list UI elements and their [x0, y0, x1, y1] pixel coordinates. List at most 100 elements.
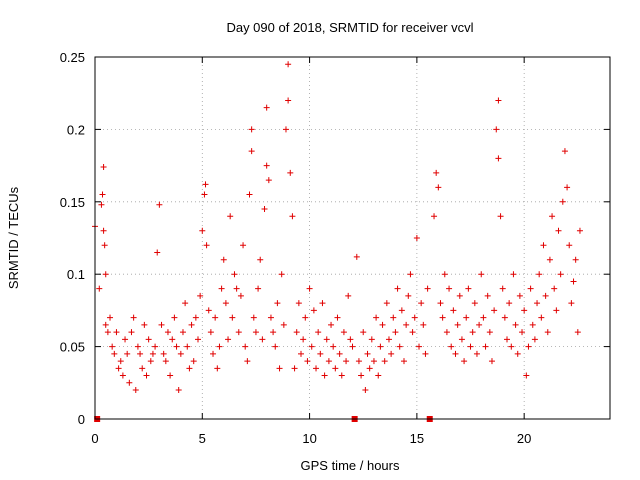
data-point — [182, 300, 189, 307]
data-point — [398, 307, 405, 314]
data-point — [514, 350, 521, 357]
data-point — [261, 206, 268, 213]
data-point — [298, 350, 304, 357]
data-point — [216, 343, 223, 350]
data-point — [486, 329, 493, 336]
data-point — [544, 329, 551, 336]
data-point — [340, 329, 347, 336]
data-point — [202, 181, 209, 188]
data-point — [576, 227, 583, 234]
data-point — [96, 285, 103, 292]
data-point — [229, 314, 236, 321]
data-point — [491, 307, 498, 314]
x-tick-labels: 0 5 10 15 20 — [91, 431, 531, 446]
data-point — [119, 372, 126, 379]
data-point — [132, 387, 139, 394]
data-point — [443, 329, 450, 336]
data-point — [411, 314, 418, 321]
data-point — [107, 314, 114, 321]
y-tick-labels: 0 0.05 0.1 0.15 0.2 0.25 — [60, 50, 85, 427]
data-point — [167, 372, 174, 379]
data-point — [100, 164, 107, 171]
data-point — [302, 314, 309, 321]
data-point — [287, 169, 294, 176]
data-point — [143, 372, 150, 379]
data-point — [184, 343, 191, 350]
data-point — [304, 358, 311, 365]
data-point — [195, 336, 201, 343]
y-tick-label: 0 — [78, 412, 85, 427]
data-point — [370, 358, 377, 365]
data-point — [252, 329, 259, 336]
data-point — [407, 271, 414, 278]
data-point — [175, 387, 182, 394]
data-point — [473, 350, 480, 357]
data-point — [418, 300, 425, 307]
data-point — [508, 343, 515, 350]
data-point — [317, 350, 324, 357]
data-point — [99, 191, 106, 198]
data-point — [162, 358, 169, 365]
data-point — [250, 314, 257, 321]
y-tick-label: 0.05 — [60, 340, 85, 355]
data-point — [559, 198, 566, 205]
data-point — [446, 285, 453, 292]
data-point — [561, 148, 568, 155]
data-point — [401, 358, 407, 365]
data-point — [405, 292, 412, 299]
data-point — [104, 329, 111, 336]
data-point — [102, 271, 109, 278]
data-point — [467, 343, 474, 350]
data-point — [379, 321, 386, 328]
data-point — [463, 314, 470, 321]
data-point — [396, 343, 403, 350]
x-tick-label: 20 — [517, 431, 531, 446]
data-point — [413, 235, 420, 241]
data-point — [510, 271, 517, 278]
data-point — [306, 285, 313, 292]
data-point — [285, 97, 292, 104]
data-point — [130, 314, 137, 321]
data-point — [222, 300, 229, 307]
data-point — [115, 365, 122, 372]
data-point — [375, 372, 382, 379]
data-point — [366, 365, 373, 372]
data-point — [546, 256, 553, 263]
y-tick-label: 0.15 — [60, 195, 85, 210]
y-tick-label: 0.2 — [67, 122, 85, 137]
data-point — [214, 365, 221, 372]
data-point — [255, 285, 262, 292]
data-point — [484, 292, 491, 299]
data-point — [551, 285, 558, 292]
data-point — [390, 314, 397, 321]
data-point — [465, 285, 472, 292]
data-point — [568, 300, 575, 307]
data-point — [334, 314, 341, 321]
data-point — [233, 285, 240, 292]
data-point — [521, 307, 528, 314]
data-point — [152, 343, 159, 350]
data-point — [147, 358, 154, 365]
data-point — [549, 213, 556, 220]
data-point — [416, 343, 423, 350]
data-point — [205, 307, 212, 314]
data-point — [124, 350, 131, 357]
data-point — [192, 314, 199, 321]
data-point — [308, 343, 315, 350]
data-point — [504, 336, 510, 343]
data-point — [338, 372, 345, 379]
data-point — [248, 148, 255, 155]
data-point — [313, 365, 320, 372]
data-point — [566, 242, 573, 249]
data-point — [381, 358, 388, 365]
data-point — [328, 321, 335, 328]
y-tick-label: 0.1 — [67, 267, 85, 282]
data-point — [330, 343, 337, 350]
x-tick-label: 0 — [91, 431, 98, 446]
data-point — [259, 336, 266, 343]
data-point — [480, 314, 487, 321]
y-tick-label: 0.25 — [60, 50, 85, 65]
data-point — [270, 329, 277, 336]
data-point — [343, 358, 350, 365]
data-point — [476, 321, 483, 328]
